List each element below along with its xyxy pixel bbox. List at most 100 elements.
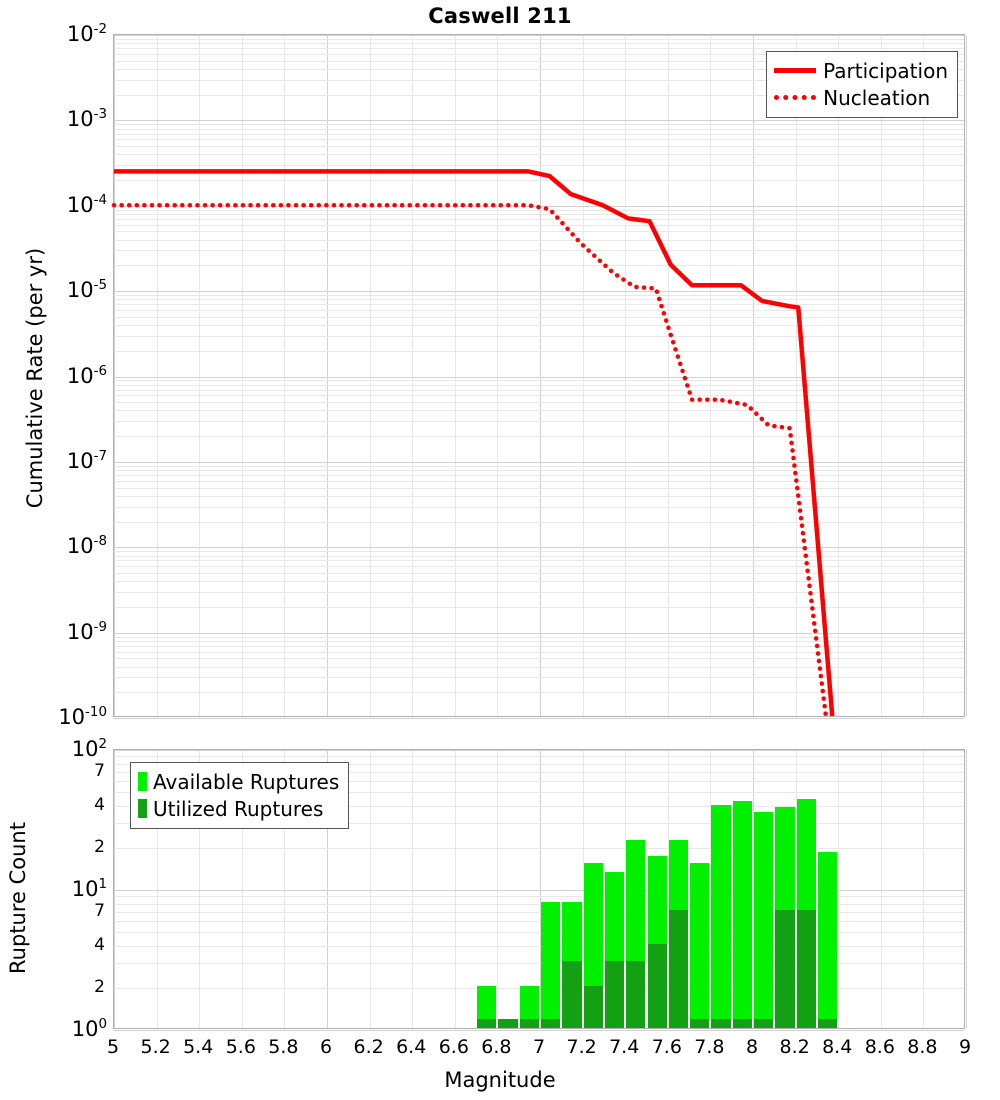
rupture-bar	[817, 748, 838, 1028]
bar-utilized	[647, 943, 667, 1028]
gridline-vertical	[923, 35, 925, 716]
gridline-vertical	[880, 750, 882, 1028]
gridline-horizontal	[114, 465, 964, 467]
gridline-horizontal	[114, 475, 964, 477]
gridline-vertical	[412, 750, 414, 1028]
gridline-horizontal	[114, 560, 964, 562]
gridline-horizontal	[114, 632, 964, 634]
rupture-bar	[477, 748, 497, 1028]
x-tick-label: 7	[532, 1036, 546, 1058]
gridline-horizontal	[114, 591, 964, 593]
x-tick-label: 6.2	[353, 1036, 384, 1058]
x-tick-label: 7.2	[566, 1036, 597, 1058]
gridline-horizontal	[114, 299, 964, 301]
gridline-horizontal	[114, 165, 964, 167]
gridline-horizontal	[114, 1030, 964, 1031]
y-tick-label: 10-6	[66, 363, 107, 388]
gridline-horizontal	[114, 945, 964, 947]
y-tick-label: 10-4	[66, 192, 107, 217]
gridline-vertical	[838, 750, 840, 1028]
gridline-vertical	[667, 750, 669, 1028]
gridline-horizontal	[114, 461, 964, 463]
gridline-horizontal	[114, 823, 964, 825]
gridline-vertical	[199, 750, 201, 1028]
legend-item-available: Available Ruptures	[138, 768, 339, 795]
rupture-count-plot: Available Ruptures Utilized Ruptures	[113, 748, 967, 1031]
gridline-horizontal	[114, 133, 964, 135]
gridline-vertical	[880, 35, 882, 716]
gridline-horizontal	[114, 640, 964, 642]
x-tick-label: 6.6	[438, 1036, 469, 1058]
gridline-horizontal	[114, 43, 964, 45]
gridline-horizontal	[114, 304, 964, 306]
x-tick-label: 8.6	[864, 1036, 895, 1058]
x-tick-label: 5.4	[183, 1036, 214, 1058]
gridline-vertical	[497, 750, 499, 1028]
gridline-horizontal	[114, 120, 964, 122]
curve-participation	[114, 169, 835, 717]
gridline-horizontal	[114, 214, 964, 216]
legend-label-available: Available Ruptures	[153, 769, 340, 794]
rupture-bar	[754, 748, 774, 1028]
gridline-horizontal	[114, 436, 964, 438]
x-tick-label: 5.2	[140, 1036, 171, 1058]
bar-utilized	[604, 961, 625, 1028]
bar-utilized	[498, 1019, 518, 1028]
rupture-bar	[668, 748, 689, 1028]
gridline-horizontal	[114, 395, 964, 397]
gridline-vertical	[156, 750, 158, 1028]
gridline-vertical	[199, 35, 201, 716]
x-tick-label: 6.8	[481, 1036, 512, 1058]
gridline-horizontal	[114, 402, 964, 404]
rupture-bar	[519, 748, 539, 1028]
gridline-horizontal	[114, 636, 964, 638]
rupture-bar	[647, 748, 667, 1028]
bar-available	[477, 985, 497, 1028]
participation-line-icon	[774, 68, 817, 73]
gridline-horizontal	[114, 384, 964, 386]
rupture-bar	[711, 748, 731, 1028]
gridline-horizontal	[114, 218, 964, 220]
gridline-horizontal	[114, 756, 964, 758]
gridline-vertical	[710, 750, 712, 1028]
gridline-horizontal	[114, 316, 964, 318]
rupture-bar	[775, 748, 795, 1028]
y-tick-label-minor: 2	[94, 976, 105, 997]
gridline-horizontal	[114, 572, 964, 574]
gridline-horizontal	[114, 555, 964, 557]
bar-utilized	[796, 909, 816, 1028]
gridline-vertical	[667, 35, 669, 716]
y-tick-label: 10-8	[66, 534, 107, 559]
gridline-vertical	[284, 750, 286, 1028]
gridline-horizontal	[114, 421, 964, 423]
gridline-vertical	[369, 35, 371, 716]
gridline-horizontal	[114, 265, 964, 267]
gridline-vertical	[327, 35, 328, 716]
y-tick-label: 10-7	[66, 448, 107, 473]
bar-utilized	[732, 1019, 752, 1028]
x-tick-label: 6	[319, 1036, 333, 1058]
gridline-horizontal	[114, 692, 964, 694]
gridline-vertical	[923, 750, 925, 1028]
gridline-horizontal	[114, 963, 964, 965]
gridline-horizontal	[114, 792, 964, 794]
gridline-horizontal	[114, 38, 964, 40]
gridline-vertical	[241, 35, 243, 716]
gridline-horizontal	[114, 771, 964, 773]
gridline-horizontal	[114, 847, 964, 849]
rupture-bar	[796, 748, 816, 1028]
gridline-horizontal	[114, 79, 964, 81]
bar-utilized	[626, 961, 646, 1028]
gridline-vertical	[966, 35, 967, 716]
gridline-vertical	[710, 35, 712, 716]
y-tick-label: 10-10	[58, 705, 107, 729]
gridline-vertical	[540, 35, 541, 716]
bar-utilized	[668, 909, 689, 1028]
legend-label-nucleation: Nucleation	[823, 85, 931, 110]
gridline-horizontal	[114, 124, 964, 126]
x-tick-label: 8.2	[779, 1036, 810, 1058]
gridline-vertical	[454, 750, 456, 1028]
bar-utilized	[562, 961, 582, 1028]
x-tick-label: 8.4	[822, 1036, 853, 1058]
nucleation-line-icon	[774, 95, 817, 100]
